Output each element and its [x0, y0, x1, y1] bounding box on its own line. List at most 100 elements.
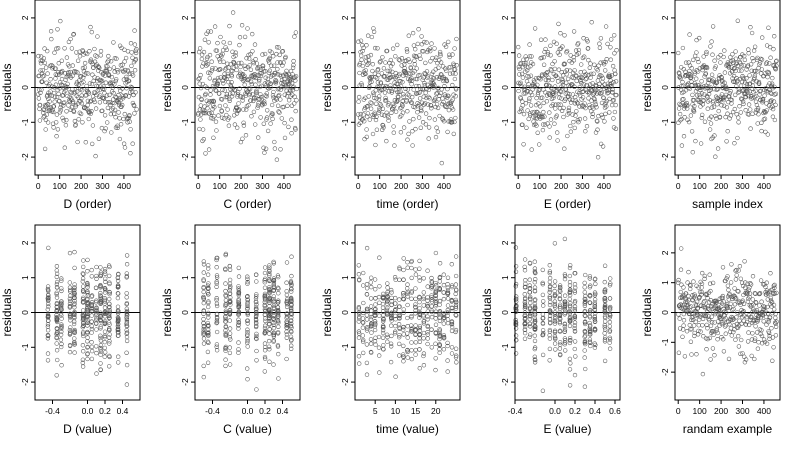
- data-point: [522, 268, 528, 273]
- data-point: [236, 101, 241, 106]
- data-point: [401, 256, 406, 261]
- data-point: [266, 58, 271, 63]
- data-point: [572, 84, 577, 89]
- data-point: [516, 44, 521, 50]
- data-point: [105, 64, 110, 69]
- data-point: [731, 323, 737, 328]
- data-point: [236, 310, 242, 315]
- data-point: [102, 86, 107, 92]
- data-point: [381, 343, 386, 348]
- data-point: [236, 303, 242, 308]
- data-point: [754, 330, 760, 335]
- data-point: [437, 350, 442, 355]
- data-point: [442, 92, 447, 97]
- data-point: [532, 304, 538, 309]
- data-point: [696, 99, 702, 104]
- data-point: [723, 316, 728, 321]
- data-point: [598, 141, 604, 147]
- data-point: [69, 96, 74, 101]
- data-point: [364, 372, 370, 377]
- data-point: [63, 88, 68, 93]
- data-point: [263, 316, 268, 321]
- data-point: [686, 309, 692, 314]
- data-point: [118, 122, 124, 127]
- data-point: [89, 348, 95, 354]
- data-point: [722, 324, 728, 329]
- data-point: [196, 111, 201, 116]
- data-point: [89, 344, 95, 350]
- data-point: [80, 325, 85, 330]
- data-point: [361, 45, 366, 50]
- data-point: [421, 314, 426, 319]
- data-point: [572, 323, 577, 328]
- x-tick-label: 100: [693, 406, 707, 416]
- data-point: [608, 276, 613, 281]
- data-point: [223, 103, 228, 108]
- data-point: [731, 79, 736, 84]
- data-point: [433, 296, 438, 301]
- data-point: [275, 87, 281, 92]
- data-point: [518, 80, 523, 85]
- data-point: [689, 129, 695, 134]
- data-point: [197, 107, 203, 112]
- data-point: [56, 91, 61, 97]
- data-point: [514, 307, 519, 312]
- data-point: [607, 337, 613, 342]
- data-point: [579, 104, 585, 109]
- data-point: [267, 267, 272, 273]
- y-tick-label: -1: [500, 343, 510, 351]
- data-point: [707, 127, 713, 132]
- data-point: [773, 315, 778, 320]
- data-point: [54, 271, 60, 276]
- data-point: [364, 292, 370, 297]
- data-point: [75, 58, 81, 63]
- data-point: [408, 66, 414, 71]
- data-point: [727, 91, 733, 96]
- data-point: [373, 142, 378, 148]
- data-point: [437, 327, 442, 332]
- data-point: [221, 40, 226, 45]
- data-point: [356, 263, 361, 268]
- data-point: [98, 270, 104, 275]
- data-point: [59, 76, 65, 82]
- data-point: [563, 348, 568, 353]
- data-point: [124, 317, 130, 323]
- data-point: [277, 60, 283, 65]
- data-point: [384, 301, 390, 306]
- data-point: [691, 323, 697, 328]
- data-point: [82, 65, 88, 70]
- data-point: [522, 327, 528, 332]
- data-point: [409, 327, 414, 332]
- data-point: [410, 129, 415, 134]
- data-point: [417, 315, 422, 320]
- data-point: [262, 344, 268, 350]
- data-point: [527, 321, 532, 327]
- data-point: [398, 89, 403, 94]
- data-point: [583, 105, 588, 111]
- data-point: [68, 293, 73, 298]
- data-point: [98, 361, 103, 366]
- data-point: [275, 60, 280, 65]
- data-point: [274, 51, 279, 57]
- data-point: [377, 106, 382, 111]
- data-point: [764, 341, 770, 346]
- data-point: [513, 338, 519, 343]
- data-point: [687, 322, 692, 328]
- data-point: [523, 320, 528, 325]
- data-point: [85, 257, 90, 263]
- data-point: [385, 294, 390, 299]
- y-tick-label: 2: [180, 15, 190, 20]
- data-point: [85, 269, 90, 274]
- data-point: [46, 304, 51, 309]
- data-point: [286, 124, 291, 130]
- data-point: [695, 56, 700, 62]
- data-point: [757, 81, 762, 86]
- data-point: [713, 303, 718, 308]
- data-point: [513, 245, 519, 250]
- data-point: [397, 313, 402, 319]
- data-point: [699, 84, 704, 90]
- data-point: [763, 86, 769, 91]
- data-point: [206, 147, 212, 152]
- data-point: [434, 125, 439, 130]
- data-point: [748, 62, 754, 67]
